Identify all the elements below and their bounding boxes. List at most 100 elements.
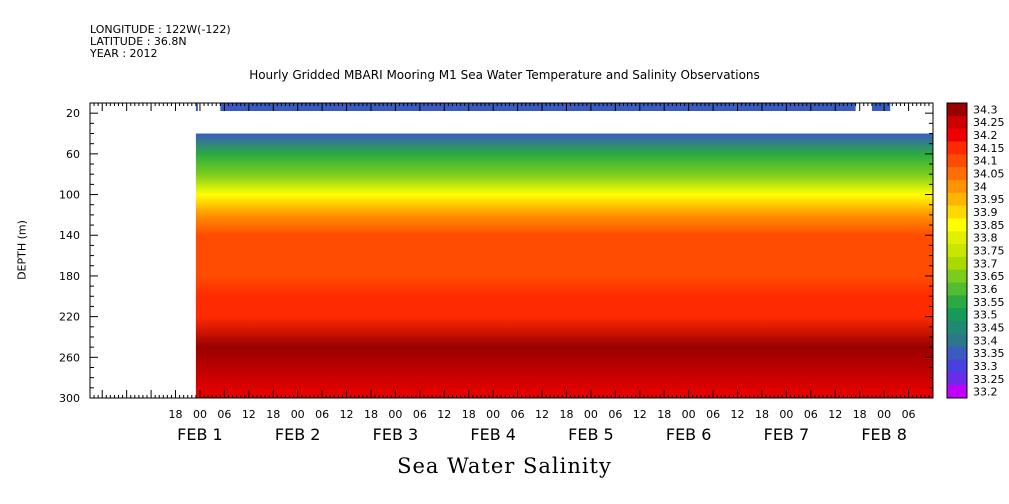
x-tick-label: 00 — [584, 408, 598, 421]
surface-strip-segment — [195, 103, 198, 111]
x-tick-label: 00 — [388, 408, 402, 421]
y-tick-label: 300 — [59, 392, 80, 405]
colorbar-swatch — [947, 154, 967, 168]
x-tick-label: 06 — [413, 408, 427, 421]
x-tick-label: 18 — [462, 408, 476, 421]
colorbar-swatch — [947, 218, 967, 232]
colorbar-label: 33.65 — [973, 270, 1005, 283]
x-day-label: FEB 2 — [275, 425, 321, 444]
x-tick-label: 06 — [315, 408, 329, 421]
colorbar-frame — [946, 102, 968, 399]
x-tick-label: 12 — [828, 408, 842, 421]
colorbar-label: 33.8 — [973, 232, 998, 245]
colorbar-swatch — [947, 192, 967, 207]
chart-caption: Sea Water Salinity — [397, 454, 612, 478]
colorbar-swatch — [947, 256, 967, 271]
colorbar-label: 33.2 — [973, 386, 998, 399]
colorbar-swatch — [947, 346, 967, 361]
colorbar-label: 34.15 — [973, 142, 1005, 155]
y-tick-label: 20 — [66, 107, 80, 120]
y-tick-label: 180 — [59, 270, 80, 283]
colorbar-swatch — [947, 372, 967, 386]
colorbar-swatch — [947, 308, 967, 322]
colorbar-label: 33.9 — [973, 206, 998, 219]
colorbar-label: 34.3 — [973, 103, 998, 116]
colorbar-label: 33.7 — [973, 257, 998, 270]
x-day-label: FEB 8 — [861, 425, 907, 444]
y-tick-label: 60 — [66, 148, 80, 161]
surface-strip-segment — [220, 103, 856, 111]
x-tick-label: 12 — [535, 408, 549, 421]
y-tick-label: 260 — [59, 351, 80, 364]
x-tick-label: 00 — [682, 408, 696, 421]
colorbar-label: 33.95 — [973, 193, 1005, 206]
colorbar-swatch — [947, 231, 967, 245]
x-day-label: FEB 6 — [666, 425, 712, 444]
colorbar-label: 33.35 — [973, 347, 1005, 360]
x-tick-label: 18 — [364, 408, 378, 421]
x-tick-label: 18 — [169, 408, 183, 421]
colorbar-label: 33.45 — [973, 321, 1005, 334]
salinity-field — [195, 133, 934, 398]
x-tick-label: 06 — [804, 408, 818, 421]
colorbar-label: 33.3 — [973, 360, 998, 373]
y-tick-label: 100 — [59, 189, 80, 202]
x-tick-label: 00 — [486, 408, 500, 421]
x-day-label: FEB 1 — [177, 425, 223, 444]
colorbar-label: 34.25 — [973, 116, 1005, 129]
colorbar-label: 34.2 — [973, 129, 998, 142]
x-tick-label: 00 — [779, 408, 793, 421]
colorbar-swatch — [947, 269, 967, 284]
plot-area — [195, 103, 934, 398]
chart-title: Hourly Gridded MBARI Mooring M1 Sea Wate… — [249, 68, 760, 82]
colorbar-label: 33.5 — [973, 309, 998, 322]
colorbar-swatch — [947, 141, 967, 155]
x-day-label: FEB 5 — [568, 425, 614, 444]
colorbar-swatch — [947, 385, 967, 399]
x-tick-label: 06 — [608, 408, 622, 421]
colorbar-swatch — [947, 167, 967, 181]
x-tick-label: 12 — [437, 408, 451, 421]
x-day-label: FEB 3 — [373, 425, 419, 444]
colorbar-label: 34.05 — [973, 168, 1005, 181]
surface-strip-segment — [871, 103, 891, 111]
plot-frame — [89, 102, 934, 399]
colorbar-swatch — [947, 295, 967, 309]
colorbar-swatch — [947, 359, 967, 373]
x-day-label: FEB 7 — [764, 425, 810, 444]
colorbar: 34.334.2534.234.1534.134.053433.9533.933… — [946, 102, 1005, 399]
x-tick-label: 06 — [706, 408, 720, 421]
colorbar-swatch — [947, 244, 967, 258]
colorbar-swatch — [947, 103, 967, 117]
x-tick-label: 06 — [902, 408, 916, 421]
x-tick-label: 18 — [266, 408, 280, 421]
longitude-label: LONGITUDE : 122W(-122) — [90, 23, 231, 36]
x-tick-label: 18 — [657, 408, 671, 421]
colorbar-label: 33.55 — [973, 296, 1005, 309]
y-tick-label: 140 — [59, 229, 80, 242]
colorbar-swatch — [947, 179, 967, 194]
colorbar-swatch — [947, 128, 967, 142]
colorbar-swatch — [947, 333, 967, 348]
colorbar-label: 34.1 — [973, 155, 998, 168]
x-day-label: FEB 4 — [470, 425, 516, 444]
x-tick-label: 00 — [291, 408, 305, 421]
colorbar-swatch — [947, 282, 967, 296]
colorbar-label: 33.25 — [973, 373, 1005, 386]
latitude-label: LATITUDE : 36.8N — [90, 35, 187, 48]
x-tick-label: 06 — [511, 408, 525, 421]
x-tick-label: 12 — [242, 408, 256, 421]
x-tick-label: 12 — [731, 408, 745, 421]
x-tick-label: 18 — [559, 408, 573, 421]
x-tick-label: 18 — [853, 408, 867, 421]
year-label: YEAR : 2012 — [90, 47, 158, 60]
colorbar-label: 33.85 — [973, 219, 1005, 232]
x-tick-label: 12 — [340, 408, 354, 421]
colorbar-swatch — [947, 321, 967, 335]
axes: 20 60 100 140 180 220 260 300 18 00 06 12 18 00 06 12 18… — [59, 102, 934, 444]
colorbar-swatch — [947, 115, 967, 130]
x-tick-label: 00 — [877, 408, 891, 421]
colorbar-label: 33.6 — [973, 283, 998, 296]
